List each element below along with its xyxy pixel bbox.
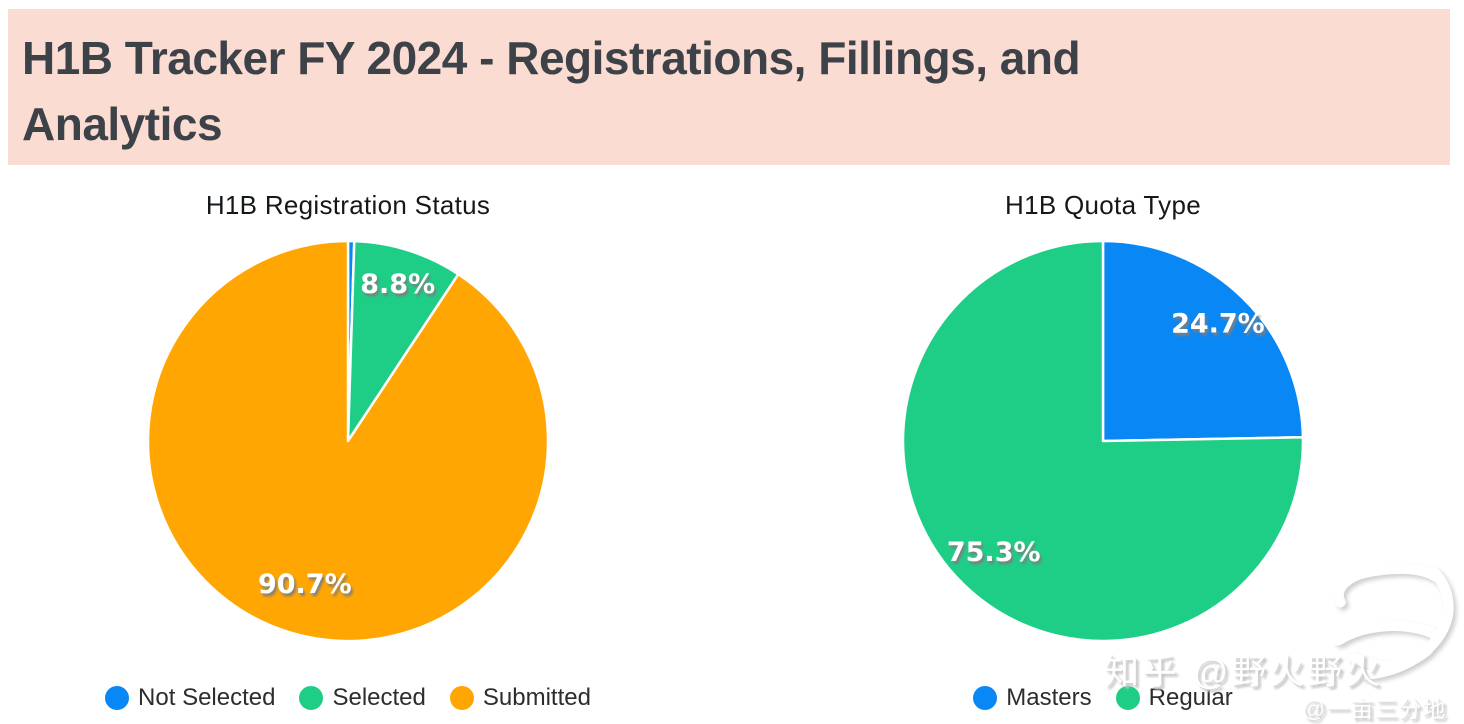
page-title: H1B Tracker FY 2024 - Registrations, Fil… (22, 25, 1430, 157)
1point3acres-watermark: @一亩三分地 (1302, 696, 1447, 722)
page-title-banner: H1B Tracker FY 2024 - Registrations, Fil… (8, 9, 1450, 165)
legend-label: Not Selected (138, 684, 276, 711)
quota-type-legend: Masters Regular (603, 684, 1464, 712)
quota-type-pie[interactable]: 24.7% 75.3% (893, 231, 1313, 651)
page-title-line-1: H1B Tracker FY 2024 - Registrations, Fil… (22, 32, 1081, 84)
legend-item-regular[interactable]: Regular (1115, 684, 1233, 712)
legend-item-not-selected[interactable]: Not Selected (105, 684, 275, 712)
pie-slice-submitted[interactable] (146, 239, 550, 643)
legend-swatch-regular (1115, 686, 1140, 710)
legend-swatch-selected (299, 686, 324, 710)
pie-data-label-submitted: 90.7% (258, 569, 352, 600)
pie-data-label-selected: 8.8% (360, 269, 435, 300)
pie-slice-regular[interactable] (901, 239, 1305, 643)
pie-slice-masters[interactable] (1101, 239, 1305, 443)
page-title-line-2: Analytics (22, 98, 223, 150)
legend-swatch-submitted (449, 686, 474, 710)
legend-swatch-not-selected (105, 686, 130, 710)
legend-item-submitted[interactable]: Submitted (449, 684, 591, 712)
pie-data-label-regular: 75.3% (947, 537, 1041, 568)
zhihu-watermark: 知乎 @野火野火 (1104, 653, 1384, 692)
pie-slice-selected[interactable] (346, 239, 460, 443)
legend-label: Selected (332, 684, 426, 711)
registration-status-legend: Not Selected Selected Submitted (0, 684, 848, 712)
chart-title-quota-type: H1B Quota Type (1005, 190, 1201, 220)
legend-label: Submitted (482, 684, 591, 711)
legend-label: Regular (1148, 684, 1233, 711)
registration-status-pie[interactable]: 8.8% 90.7% (138, 231, 558, 651)
legend-item-masters[interactable]: Masters (973, 684, 1092, 712)
legend-swatch-masters (973, 686, 998, 710)
legend-item-selected[interactable]: Selected (299, 684, 426, 712)
chart-title-registration-status: H1B Registration Status (205, 190, 491, 220)
pie-data-label-masters: 24.7% (1171, 308, 1265, 339)
legend-label: Masters (1006, 684, 1092, 711)
calligraphy-logo-watermark (1333, 563, 1454, 680)
